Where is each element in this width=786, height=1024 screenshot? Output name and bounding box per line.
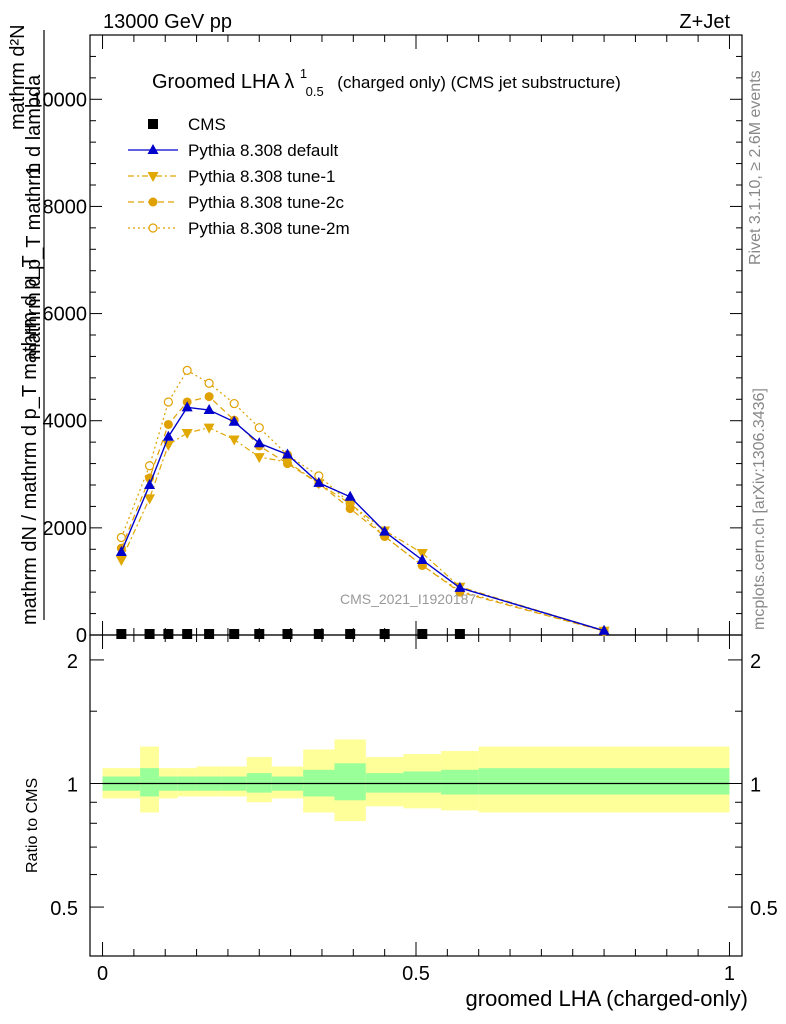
xtick-label: 0	[97, 963, 108, 985]
data-point	[228, 415, 240, 426]
data-point	[115, 556, 127, 566]
legend-marker	[148, 119, 158, 129]
data-point	[416, 554, 428, 564]
ratio-ytick-label: 2	[67, 651, 78, 673]
data-point	[253, 437, 265, 448]
data-point	[144, 461, 155, 471]
legend-label: CMS	[188, 115, 226, 134]
main-ytick-label: 2000	[43, 518, 88, 540]
data-point	[204, 629, 215, 639]
analysis-watermark: CMS_2021_I1920187	[340, 591, 476, 607]
data-point	[181, 401, 193, 412]
data-point	[344, 499, 356, 510]
main-ylabel: 1 mathrm d²N mathrm d p_T mathrm d lambd…	[7, 24, 45, 625]
data-point	[144, 494, 156, 505]
process-label: Z+Jet	[679, 11, 730, 33]
data-point	[228, 435, 240, 446]
data-point	[182, 365, 192, 375]
data-point	[203, 404, 215, 414]
xtick-label: 0.5	[402, 963, 430, 985]
ratio-stat-band	[334, 763, 366, 801]
data-point	[116, 629, 127, 639]
data-point	[144, 479, 156, 489]
ratio-stat-band	[478, 768, 730, 795]
legend-marker	[147, 144, 159, 154]
ylabel-denominator: mathrm dN / mathrm d p_T mathrm d p_T	[19, 255, 41, 625]
data-point	[345, 629, 356, 639]
ylabel-numerator-line2: mathrm d p_T mathrm d lambda	[23, 74, 45, 360]
data-point	[229, 629, 240, 639]
ratio-axes: 0.5 0.5 1 1 2 2 0 0.5 1	[50, 635, 778, 985]
data-point	[203, 423, 215, 434]
data-point	[229, 398, 239, 409]
ratio-ytick-label-right: 2	[750, 651, 761, 673]
xtick-label: 1	[724, 963, 735, 985]
data-point	[254, 423, 264, 433]
main-ytick-label: 6000	[43, 304, 88, 326]
ratio-bands	[102, 739, 730, 822]
data-point	[281, 457, 293, 468]
data-point	[204, 392, 214, 402]
xlabel: groomed LHA (charged-only)	[466, 986, 748, 1011]
ratio-ytick-label-right: 1	[750, 774, 761, 796]
ylabel-prefix: 1	[23, 164, 45, 175]
data-point	[344, 490, 356, 501]
series-1	[115, 401, 610, 635]
data-point	[254, 629, 265, 639]
data-point	[182, 629, 193, 639]
data-point	[163, 397, 173, 407]
main-axes: 0 2000 4000 6000 8000 10000	[31, 34, 742, 647]
legend: CMS Pythia 8.308 default Pythia 8.308 tune…	[128, 115, 350, 238]
ratio-ytick-label: 0.5	[50, 898, 78, 920]
main-ytick-label: 8000	[43, 196, 88, 218]
series-line	[120, 406, 605, 632]
data-point	[598, 624, 610, 635]
ratio-ylabel: Ratio to CMS	[24, 778, 41, 873]
legend-label: Pythia 8.308 tune-1	[188, 167, 335, 186]
data-point	[454, 629, 465, 639]
data-point	[204, 378, 214, 388]
legend-marker	[147, 172, 159, 182]
plot-title: Groomed LHA λ 1 0.5 (charged only) (CMS …	[152, 61, 621, 101]
data-point	[181, 429, 193, 440]
ylabel-numerator-line1: mathrm d²N	[7, 24, 29, 130]
data-point	[282, 629, 293, 639]
ratio-stat-band	[140, 768, 159, 797]
data-point	[163, 629, 174, 639]
ratio-stat-band	[365, 773, 404, 793]
data-point	[116, 532, 126, 543]
main-ytick-label: 0	[76, 625, 87, 647]
data-point	[253, 453, 265, 464]
ratio-stat-band	[441, 769, 479, 795]
data-point	[417, 629, 428, 639]
data-point	[313, 629, 324, 639]
legend-label: Pythia 8.308 tune-2c	[188, 193, 344, 212]
data-point	[162, 430, 174, 441]
main-ytick-label: 10000	[31, 89, 87, 111]
series-line	[120, 395, 605, 632]
legend-label: Pythia 8.308 default	[188, 141, 339, 160]
data-point	[144, 629, 155, 639]
series-layer	[115, 365, 610, 639]
ratio-ytick-label-right: 0.5	[750, 898, 778, 920]
data-point	[281, 448, 293, 459]
data-point	[379, 629, 390, 639]
data-point	[379, 525, 391, 536]
mcplots-info: mcplots.cern.ch [arXiv:1306.3436]	[751, 388, 768, 630]
ratio-stat-band	[403, 771, 442, 793]
data-point	[115, 545, 127, 556]
main-ytick-label: 4000	[43, 411, 88, 433]
legend-label: Pythia 8.308 tune-2m	[188, 219, 350, 238]
series-0	[116, 629, 465, 639]
ratio-stat-band	[246, 773, 272, 793]
legend-marker	[148, 197, 158, 207]
data-point	[313, 476, 325, 487]
data-point	[454, 581, 466, 592]
rivet-info: Rivet 3.1.10, ≥ 2.6M events	[747, 70, 764, 265]
ratio-ytick-label: 1	[67, 774, 78, 796]
energy-label: 13000 GeV pp	[103, 11, 232, 33]
data-point	[163, 419, 173, 429]
legend-marker	[148, 223, 158, 233]
